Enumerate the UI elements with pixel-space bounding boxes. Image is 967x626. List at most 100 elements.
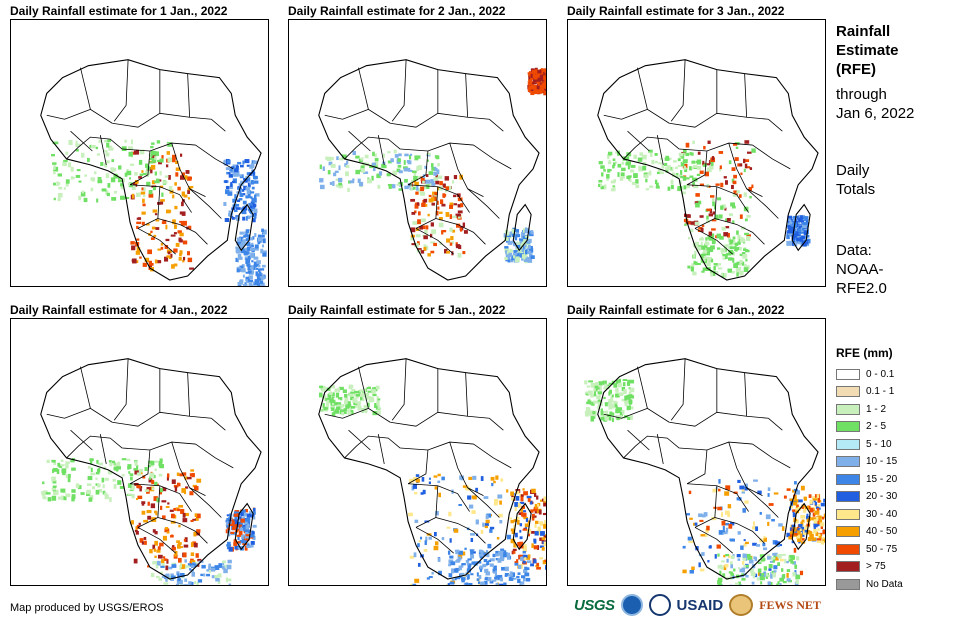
rainfall-cell [438, 186, 443, 191]
rainfall-cell [112, 460, 115, 464]
legend-label: 30 - 40 [866, 508, 898, 520]
rainfall-cell [541, 68, 544, 73]
rainfall-cell [622, 382, 626, 387]
rainfall-cell [797, 527, 802, 533]
rainfall-cell [533, 559, 537, 564]
rainfall-cell [473, 551, 476, 554]
rainfall-cell [435, 180, 440, 185]
rainfall-cell [105, 173, 110, 179]
rainfall-cell [522, 512, 527, 518]
country-border [344, 136, 401, 160]
rainfall-cell [87, 157, 90, 163]
rainfall-cell [357, 405, 362, 411]
rainfall-map-svg [318, 59, 546, 281]
rainfall-cell [118, 165, 122, 170]
rainfall-cell [86, 483, 92, 486]
rainfall-cell [90, 472, 96, 476]
rainfall-cell [181, 488, 186, 493]
rainfall-cell [153, 474, 156, 479]
rainfall-cell [448, 563, 451, 567]
rainfall-cell [738, 581, 741, 585]
rainfall-cell [87, 466, 91, 469]
rainfall-cell [622, 379, 628, 382]
rainfall-cell [741, 491, 746, 494]
rainfall-cell [701, 270, 705, 273]
rainfall-cell [164, 558, 168, 561]
rainfall-cell [792, 489, 795, 493]
rainfall-cell [718, 530, 724, 535]
rainfall-map-svg [40, 59, 267, 286]
rainfall-cell [498, 550, 504, 556]
rainfall-cell [152, 209, 158, 213]
rainfall-cell [350, 391, 355, 394]
rainfall-cell [638, 166, 643, 172]
rainfall-cell [374, 161, 379, 167]
rainfall-cell [761, 559, 765, 562]
rainfall-cell [170, 253, 173, 258]
rainfall-cell [246, 517, 251, 521]
rainfall-cell [694, 522, 698, 526]
rainfall-cell [81, 190, 85, 194]
rainfall-cell [158, 464, 164, 468]
rainfall-cell [528, 75, 532, 80]
rainfall-cell [701, 245, 706, 250]
rainfall-cell [609, 389, 612, 393]
rainfall-cell [154, 156, 157, 160]
country-border [211, 417, 226, 431]
rainfall-cell [492, 568, 496, 573]
rainfall-cell [176, 571, 180, 576]
rainfall-cell [510, 249, 513, 253]
rainfall-cell [677, 185, 683, 190]
rainfall-cell [237, 546, 242, 549]
rainfall-cell [523, 516, 529, 520]
rainfall-cell [246, 190, 252, 195]
rainfall-cell [509, 258, 514, 263]
country-border [390, 112, 490, 128]
rainfall-cell [454, 568, 459, 573]
rainfall-cell [719, 235, 724, 240]
rainfall-cell [231, 167, 236, 172]
rainfall-cell [154, 180, 157, 183]
rainfall-cell [422, 489, 426, 495]
rainfall-cell [157, 159, 162, 163]
rainfall-cell [239, 193, 244, 197]
rainfall-cell [237, 536, 240, 541]
rainfall-cell [190, 565, 195, 568]
rainfall-cell [457, 216, 461, 219]
rainfall-cell [336, 406, 341, 410]
rainfall-cell [139, 488, 142, 492]
rainfall-cell [221, 565, 226, 570]
rainfall-cell [425, 245, 429, 250]
rainfall-cell [142, 194, 146, 198]
rainfall-cell [670, 179, 674, 185]
rainfall-cell [793, 527, 797, 532]
rainfall-cell [363, 404, 368, 410]
rainfall-cell [648, 149, 653, 153]
rainfall-cell [779, 544, 783, 547]
usaid-seal-logo [648, 594, 671, 616]
rainfall-cell [537, 526, 541, 532]
rainfall-cell [494, 576, 497, 580]
panel-title: Daily Rainfall estimate for 4 Jan., 2022 [10, 303, 228, 317]
rainfall-cell [138, 468, 143, 473]
rainfall-cell [71, 489, 76, 493]
rainfall-cell [629, 388, 634, 392]
rainfall-cell [709, 195, 715, 198]
rainfall-cell [107, 139, 112, 143]
rainfall-cell [65, 179, 70, 184]
rainfall-cell [717, 580, 722, 585]
rainfall-cell [589, 400, 592, 405]
rainfall-cell [698, 562, 701, 568]
rainfall-cell [413, 175, 418, 181]
rainfall-cell [143, 519, 149, 523]
rainfall-cell [355, 155, 360, 159]
rainfall-cell [339, 409, 345, 415]
rainfall-cell [224, 217, 230, 222]
rainfall-cell [333, 172, 337, 177]
rainfall-cell [445, 212, 450, 217]
rainfall-cell [149, 157, 154, 161]
rainfall-cell [228, 210, 234, 216]
legend-swatch [836, 403, 860, 415]
rainfall-cell [692, 271, 697, 276]
rainfall-cell [239, 190, 242, 194]
